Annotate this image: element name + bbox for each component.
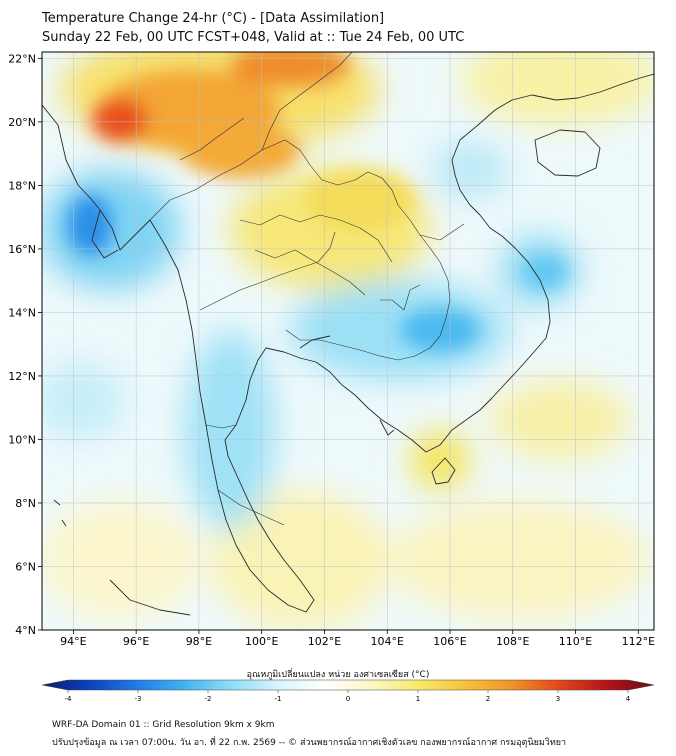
colorbar-tick-label: 0 — [346, 695, 350, 703]
copyright-note: ปรับปรุงข้อมูล ณ เวลา 07:00น. วัน อา. ที… — [52, 738, 567, 748]
lon-tick-label: 96°E — [123, 635, 149, 648]
map-gridlines — [42, 52, 654, 630]
colorbar-bar — [41, 679, 655, 691]
colorbar-ticks: -4 -3 -2 -1 0 1 2 3 4 — [65, 690, 631, 703]
lat-tick-label: 16°N — [8, 243, 36, 256]
colorbar-tick-label: -4 — [65, 695, 73, 703]
lon-tick-label: 100°E — [245, 635, 278, 648]
map-frame — [41, 51, 655, 631]
colorbar-tick-label: 2 — [486, 695, 490, 703]
lon-tick-label: 112°E — [622, 635, 655, 648]
colorbar: -4 -3 -2 -1 0 1 2 3 4 — [41, 679, 655, 703]
lon-tick-label: 106°E — [433, 635, 466, 648]
map-subtitle: Sunday 22 Feb, 00 UTC FCST+048, Valid at… — [42, 30, 465, 45]
lon-tick-label: 104°E — [371, 635, 404, 648]
lon-tick-label: 102°E — [308, 635, 341, 648]
model-info: WRF-DA Domain 01 :: Grid Resolution 9km … — [52, 720, 275, 730]
temperature-field — [42, 52, 654, 630]
colorbar-tick-label: -3 — [135, 695, 142, 703]
lat-tick-label: 14°N — [8, 306, 36, 319]
colorbar-tick-label: -1 — [275, 695, 282, 703]
colorbar-tick-label: -2 — [205, 695, 212, 703]
lon-tick-label: 108°E — [496, 635, 529, 648]
colorbar-label: อุณหภูมิเปลี่ยนแปลง หน่วย องศาเซลเซียส (… — [246, 670, 430, 680]
coastlines — [42, 73, 654, 616]
lat-tick-label: 10°N — [8, 433, 36, 446]
lat-tick-label: 20°N — [8, 116, 36, 129]
lon-tick-label: 94°E — [60, 635, 86, 648]
lat-tick-label: 22°N — [8, 52, 36, 65]
colorbar-tick-label: 4 — [626, 695, 631, 703]
lat-tick-label: 18°N — [8, 179, 36, 192]
colorbar-tick-label: 1 — [416, 695, 420, 703]
longitude-ticks: 94°E 96°E 98°E 100°E 102°E 104°E 106°E 108°E 110… — [60, 630, 655, 648]
lat-tick-label: 8°N — [15, 497, 36, 510]
lon-tick-label: 110°E — [559, 635, 592, 648]
colorbar-tick-label: 3 — [556, 695, 560, 703]
map-title: Temperature Change 24-hr (°C) - [Data As… — [42, 11, 385, 26]
lon-tick-label: 98°E — [186, 635, 212, 648]
lat-tick-label: 12°N — [8, 370, 36, 383]
lat-tick-label: 4°N — [15, 624, 36, 637]
lat-tick-label: 6°N — [15, 560, 36, 573]
country-borders — [149, 52, 465, 526]
latitude-ticks: 4°N 6°N 8°N 10°N 12°N 14°N 16°N 18°N 20°N 22°N — [8, 52, 42, 637]
